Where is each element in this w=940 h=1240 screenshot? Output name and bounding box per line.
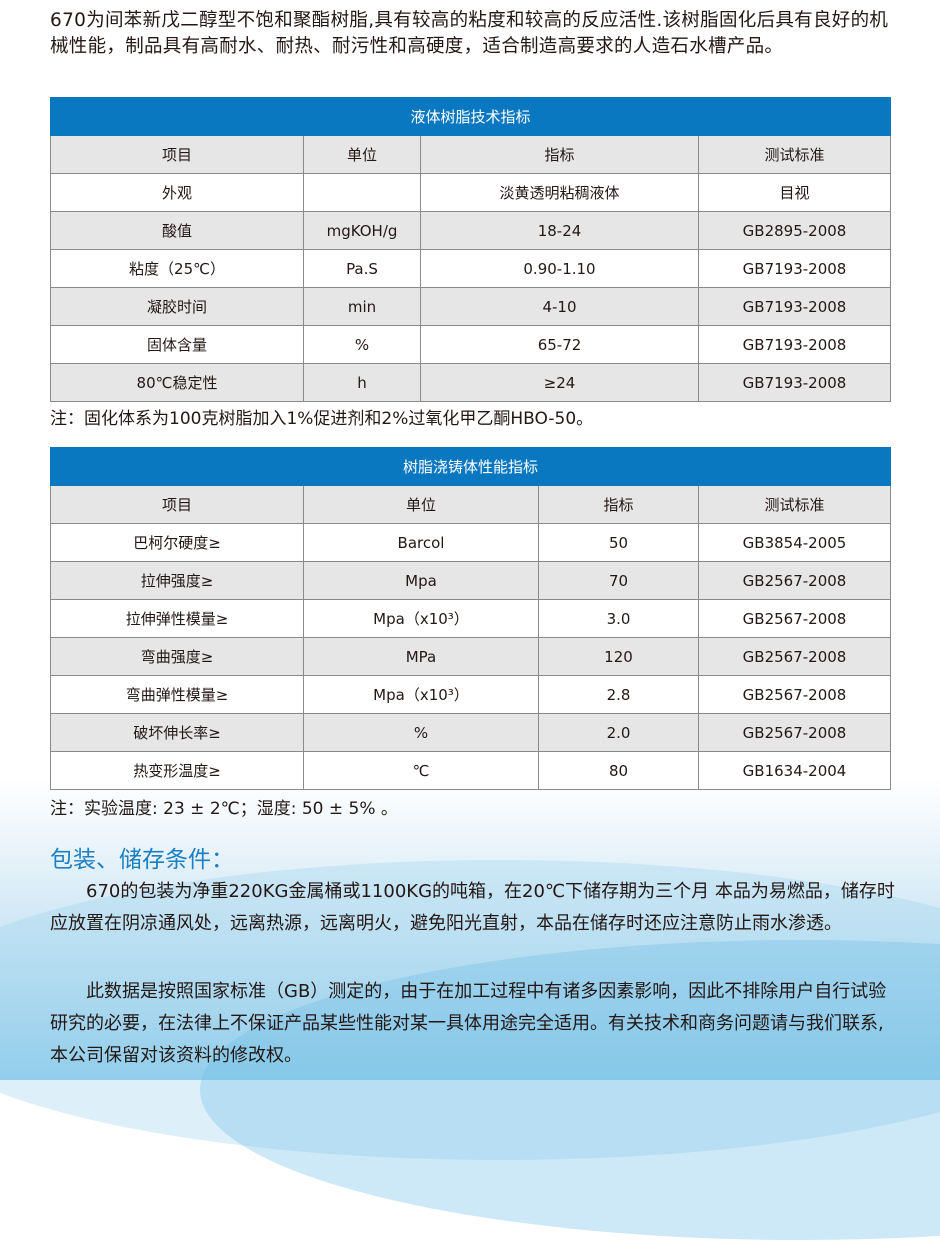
column-header: 测试标准 bbox=[697, 135, 892, 174]
table-cell: 弯曲强度≥ bbox=[50, 637, 304, 676]
table-cell: GB2567-2008 bbox=[697, 713, 892, 752]
table-cell: 拉伸强度≥ bbox=[50, 561, 304, 600]
liquid-resin-table: 液体树脂技术指标 项目 单位 指标 测试标准 外观 淡黄透明粘稠液体 目视 酸值 mgK… bbox=[49, 97, 892, 402]
storage-heading: 包装、储存条件： bbox=[50, 847, 234, 873]
table-cell: 拉伸弹性模量≥ bbox=[50, 599, 304, 638]
table-cell: 2.8 bbox=[538, 675, 699, 714]
table-cell: 弯曲弹性模量≥ bbox=[50, 675, 304, 714]
table-cell: 酸值 bbox=[50, 211, 304, 250]
table-cell: mgKOH/g bbox=[303, 211, 421, 250]
table-row: 破坏伸长率≥% 2.0 GB2567-2008 bbox=[50, 713, 892, 752]
table-cell: GB2567-2008 bbox=[697, 675, 892, 714]
cast-resin-table: 树脂浇铸体性能指标 项目 单位 指标 测试标准 巴柯尔硬度≥ Barcol 50 GB… bbox=[49, 447, 892, 790]
table-cell: 2.0 bbox=[538, 713, 699, 752]
table-cell: 65-72 bbox=[420, 325, 699, 364]
table-row: 弯曲弹性模量≥ Mpa（x10³） 2.8 GB2567-2008 bbox=[50, 675, 892, 714]
table-cell: 18-24 bbox=[420, 211, 699, 250]
table1-note: 注：固化体系为100克树脂加入1%促进剂和2%过氧化甲乙酮HBO-50。 bbox=[50, 409, 594, 429]
table-cell: 破坏伸长率≥ bbox=[50, 713, 304, 752]
table-cell: GB2567-2008 bbox=[697, 637, 892, 676]
table-cell: % bbox=[303, 325, 421, 364]
disclaimer-paragraph: 此数据是按照国家标准（GB）测定的，由于在加工过程中有诸多因素影响，因此不排除用… bbox=[50, 981, 887, 1066]
table-row: 拉伸强度≥ Mpa 70 GB2567-2008 bbox=[50, 561, 892, 600]
table-row: 热变形温度≥ ℃ 80 GB1634-2004 bbox=[50, 751, 892, 790]
table-cell: GB2567-2008 bbox=[697, 561, 892, 600]
table-cell: GB2567-2008 bbox=[697, 599, 892, 638]
table-cell: 热变形温度≥ bbox=[50, 751, 304, 790]
table-cell: 4-10 bbox=[420, 287, 699, 326]
table-cell: % bbox=[303, 713, 539, 752]
table-row: 酸值 mgKOH/g 18-24 GB2895-2008 bbox=[50, 211, 892, 250]
table-row: 拉伸弹性模量≥ Mpa（x10³） 3.0 GB2567-2008 bbox=[50, 599, 892, 638]
storage-paragraph: 670的包装为净重220KG金属桶或1100KG的吨箱，在20℃下储存期为三个月… bbox=[50, 881, 895, 934]
table-cell: Pa.S bbox=[303, 249, 421, 288]
table-row: 外观 淡黄透明粘稠液体 目视 bbox=[50, 173, 892, 212]
table-row: 80℃稳定性 h ≥24 GB7193-2008 bbox=[50, 363, 892, 402]
column-header: 单位 bbox=[303, 135, 421, 174]
column-header: 项目 bbox=[50, 135, 304, 174]
table-cell: 70 bbox=[538, 561, 699, 600]
table-cell: GB7193-2008 bbox=[697, 325, 892, 364]
table-cell: GB1634-2004 bbox=[697, 751, 892, 790]
table-cell: GB2895-2008 bbox=[697, 211, 892, 250]
table-cell: ≥24 bbox=[420, 363, 699, 402]
table-row: 粘度（25℃） Pa.S 0.90-1.10 GB7193-2008 bbox=[50, 249, 892, 288]
table-header-row: 项目 单位 指标 测试标准 bbox=[50, 135, 892, 174]
table-cell: 外观 bbox=[50, 173, 304, 212]
table-cell: 80℃稳定性 bbox=[50, 363, 304, 402]
column-header: 指标 bbox=[538, 485, 699, 524]
table-cell: GB7193-2008 bbox=[697, 287, 892, 326]
table-cell: Mpa（x10³） bbox=[303, 675, 539, 714]
table-cell: 3.0 bbox=[538, 599, 699, 638]
table-row: 巴柯尔硬度≥ Barcol 50 GB3854-2005 bbox=[50, 523, 892, 562]
table-cell: GB7193-2008 bbox=[697, 249, 892, 288]
table-cell: GB3854-2005 bbox=[697, 523, 892, 562]
table-title: 液体树脂技术指标 bbox=[49, 97, 892, 136]
table-cell: 巴柯尔硬度≥ bbox=[50, 523, 304, 562]
table-cell: 0.90-1.10 bbox=[420, 249, 699, 288]
table-header-row: 项目 单位 指标 测试标准 bbox=[50, 485, 892, 524]
table-row: 凝胶时间 min 4-10 GB7193-2008 bbox=[50, 287, 892, 326]
table-cell: Mpa bbox=[303, 561, 539, 600]
column-header: 测试标准 bbox=[697, 485, 892, 524]
table-cell: MPa bbox=[303, 637, 539, 676]
table-cell: 120 bbox=[538, 637, 699, 676]
table-row: 弯曲强度≥ MPa 120 GB2567-2008 bbox=[50, 637, 892, 676]
column-header: 指标 bbox=[420, 135, 699, 174]
table-cell: Mpa（x10³） bbox=[303, 599, 539, 638]
table-cell: 50 bbox=[538, 523, 699, 562]
table-cell: Barcol bbox=[303, 523, 539, 562]
table-row: 固体含量% 65-72 GB7193-2008 bbox=[50, 325, 892, 364]
table-cell: 粘度（25℃） bbox=[50, 249, 304, 288]
table-cell: 凝胶时间 bbox=[50, 287, 304, 326]
table-cell: 80 bbox=[538, 751, 699, 790]
table-title: 树脂浇铸体性能指标 bbox=[49, 447, 892, 486]
table2-note: 注：实验温度: 23 ± 2℃；湿度: 50 ± 5% 。 bbox=[50, 799, 398, 819]
table-cell: 目视 bbox=[697, 173, 892, 212]
table-cell: 淡黄透明粘稠液体 bbox=[420, 173, 699, 212]
table-cell: h bbox=[303, 363, 421, 402]
column-header: 单位 bbox=[303, 485, 539, 524]
table-cell: min bbox=[303, 287, 421, 326]
table-cell: GB7193-2008 bbox=[697, 363, 892, 402]
table-cell: 固体含量 bbox=[50, 325, 304, 364]
intro-paragraph: 670为间苯新戊二醇型不饱和聚酯树脂,具有较高的粘度和较高的反应活性.该树脂固化… bbox=[50, 10, 889, 57]
table-cell: ℃ bbox=[303, 751, 539, 790]
table-cell bbox=[303, 173, 421, 212]
column-header: 项目 bbox=[50, 485, 304, 524]
